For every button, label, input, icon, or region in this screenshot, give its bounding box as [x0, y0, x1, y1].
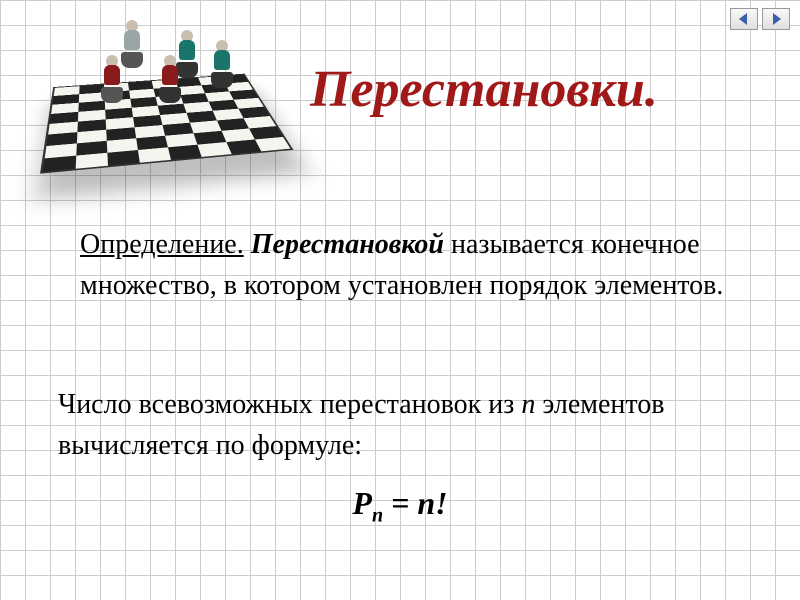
pawn-figure	[158, 55, 182, 103]
formula-eq: =	[383, 485, 417, 521]
formula-lhs-base: P	[352, 485, 372, 521]
pawn-figure	[100, 55, 124, 103]
slide-title: Перестановки.	[310, 60, 658, 119]
definition-paragraph: Определение. Перестановкой называется ко…	[80, 225, 740, 306]
formula-lhs-sub: n	[372, 504, 383, 526]
definition-label: Определение.	[80, 229, 244, 260]
formula-equation: Pn = n!	[0, 485, 800, 527]
formula-rhs: n!	[417, 485, 447, 521]
definition-term: Перестановкой	[251, 229, 444, 260]
formula-text-var: n	[521, 389, 535, 420]
pawn-figure	[210, 40, 234, 88]
slide-content: Перестановки. Определение. Перестановкой…	[0, 0, 800, 600]
formula-paragraph: Число всевозможных перестановок из n эле…	[58, 385, 740, 466]
formula-text-pre: Число всевозможных перестановок из	[58, 389, 521, 420]
